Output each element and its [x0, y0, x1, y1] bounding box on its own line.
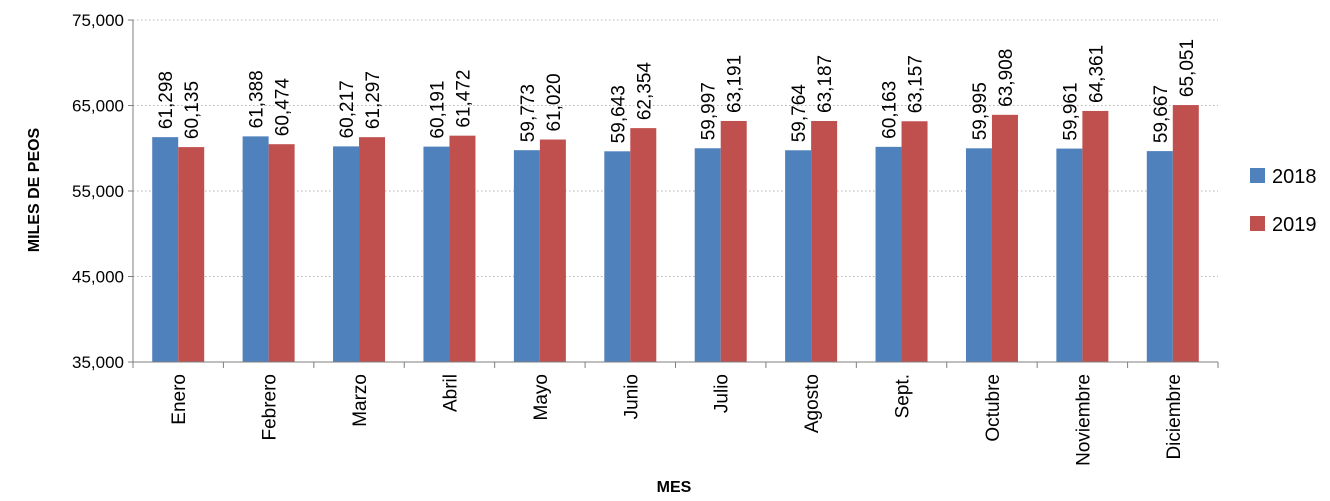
legend-swatch-2019 [1250, 216, 1265, 231]
x-category-label: Octubre [983, 374, 1004, 442]
y-tick-label: 65,000 [72, 97, 124, 116]
y-tick-label: 55,000 [72, 182, 124, 201]
x-category-label: Julio [712, 374, 733, 413]
bar-2018-julio [694, 148, 721, 362]
axes: 35,000 45,000 55,000 65,000 75,000 Enero Febre… [72, 11, 1219, 466]
x-axis-title: MES [657, 479, 692, 496]
x-category-label: Sept. [893, 374, 914, 418]
data-label-2019: 61,297 [363, 71, 384, 129]
x-category-label: Abril [440, 374, 461, 412]
data-label-2019: 61,472 [453, 70, 474, 128]
bar-2018-sept [875, 146, 902, 362]
bar-2019-agosto [811, 121, 838, 362]
data-label-2018: 59,643 [608, 85, 629, 143]
y-tick-label: 45,000 [72, 268, 124, 287]
bar-2019-mayo [539, 139, 566, 362]
data-label-2018: 60,191 [427, 80, 448, 138]
x-category-label: Mayo [531, 374, 552, 420]
data-label-2018: 60,163 [880, 81, 901, 139]
bar-2019-noviembre [1082, 110, 1109, 363]
data-label-2018: 59,997 [699, 82, 720, 140]
data-label-2019: 60,135 [182, 81, 203, 139]
legend-swatch-2018 [1250, 168, 1265, 183]
bar-2019-marzo [359, 137, 386, 362]
data-label-2018: 59,667 [1151, 85, 1172, 143]
x-category-label: Agosto [802, 374, 823, 433]
data-label-2018: 61,388 [247, 70, 268, 128]
bar-2018-diciembre [1146, 151, 1173, 362]
bar-2019-sept [901, 121, 928, 362]
bar-2018-mayo [513, 150, 540, 362]
data-label-2019: 63,157 [906, 55, 927, 113]
x-category-label: Febrero [260, 374, 281, 441]
data-label-2019: 64,361 [1086, 45, 1107, 103]
bar-2018-octubre [965, 148, 992, 362]
x-category-label: Noviembre [1073, 374, 1094, 466]
data-label-2018: 61,298 [156, 71, 177, 129]
bar-2018-noviembre [1056, 148, 1083, 362]
data-label-2019: 63,187 [815, 55, 836, 113]
bar-2018-febrero [242, 136, 269, 362]
y-axis-title: MILES DE PEOS [26, 127, 43, 252]
bar-2019-julio [720, 120, 747, 362]
bar-2019-enero [178, 147, 205, 362]
data-label-2019: 63,191 [725, 55, 746, 113]
x-category-label: Diciembre [1164, 374, 1185, 460]
bar-2018-abril [423, 146, 450, 362]
data-label-2018: 59,995 [970, 82, 991, 140]
data-label-2018: 59,764 [789, 84, 810, 143]
bar-2018-agosto [785, 150, 812, 362]
bar-2019-octubre [991, 114, 1018, 362]
bar-2018-enero [152, 137, 179, 362]
legend: 2018 2019 [1250, 166, 1317, 236]
data-label-2019: 60,474 [273, 78, 294, 137]
data-label-2019: 63,908 [996, 49, 1017, 107]
gridlines [133, 19, 1218, 277]
bar-2019-abril [449, 135, 476, 362]
x-category-label: Marzo [350, 374, 371, 427]
y-tick-label: 75,000 [72, 11, 124, 30]
data-label-2018: 59,773 [518, 84, 539, 142]
bar-2019-diciembre [1172, 105, 1199, 362]
legend-label-2018: 2018 [1272, 166, 1317, 188]
x-category-label: Enero [169, 374, 190, 425]
data-label-2019: 61,020 [544, 73, 565, 131]
y-tick-label: 35,000 [72, 353, 124, 372]
data-label-2018: 59,961 [1060, 82, 1081, 140]
bars [152, 105, 1199, 363]
x-category-label: Junio [621, 374, 642, 419]
bar-2018-marzo [333, 146, 360, 362]
data-label-2019: 65,051 [1177, 39, 1198, 97]
bar-2019-febrero [268, 144, 295, 362]
legend-label-2019: 2019 [1272, 214, 1317, 236]
data-labels: 61,298 60,135 61,388 60,474 60,217 61,297 60,1… [156, 39, 1198, 143]
bar-2018-junio [604, 151, 631, 362]
data-label-2018: 60,217 [337, 80, 358, 138]
data-label-2019: 62,354 [634, 62, 655, 121]
bar-2019-junio [630, 128, 657, 362]
